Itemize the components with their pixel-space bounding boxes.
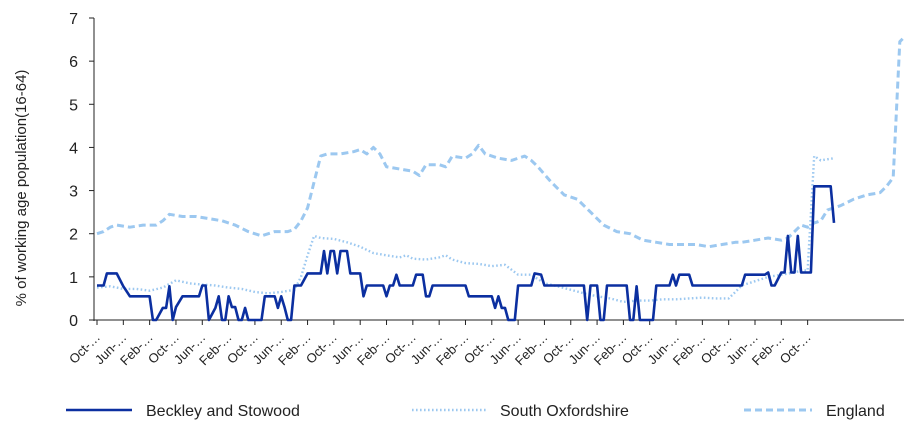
y-tick-label: 1	[69, 270, 78, 287]
y-tick-label: 4	[69, 140, 78, 157]
legend-label: Beckley and Stowood	[146, 403, 300, 420]
y-tick-label: 2	[69, 227, 78, 244]
y-tick-label: 5	[69, 97, 78, 114]
legend-label: England	[826, 403, 885, 420]
series-lines	[96, 36, 904, 322]
legend-label: South Oxfordshire	[500, 403, 629, 420]
y-tick-label: 6	[69, 54, 78, 71]
series-line-england	[96, 36, 904, 249]
y-tick-label: 3	[69, 184, 78, 201]
y-tick-label: 7	[69, 11, 78, 28]
legend: Beckley and Stowood South Oxfordshire Engl…	[66, 403, 885, 420]
x-axis-ticks: Oct-…Jun-…Feb-…Oct-…Jun-…Feb-…Oct-…Jun-……	[66, 320, 814, 368]
series-line-south-oxfordshire	[96, 154, 835, 304]
y-axis-ticks: 0 1 2 3 4 5 6 7	[69, 11, 94, 330]
series-line-beckley-and-stowood	[97, 185, 836, 322]
y-axis-title: % of working age population(16-64)	[13, 70, 30, 307]
y-tick-label: 0	[69, 313, 78, 330]
